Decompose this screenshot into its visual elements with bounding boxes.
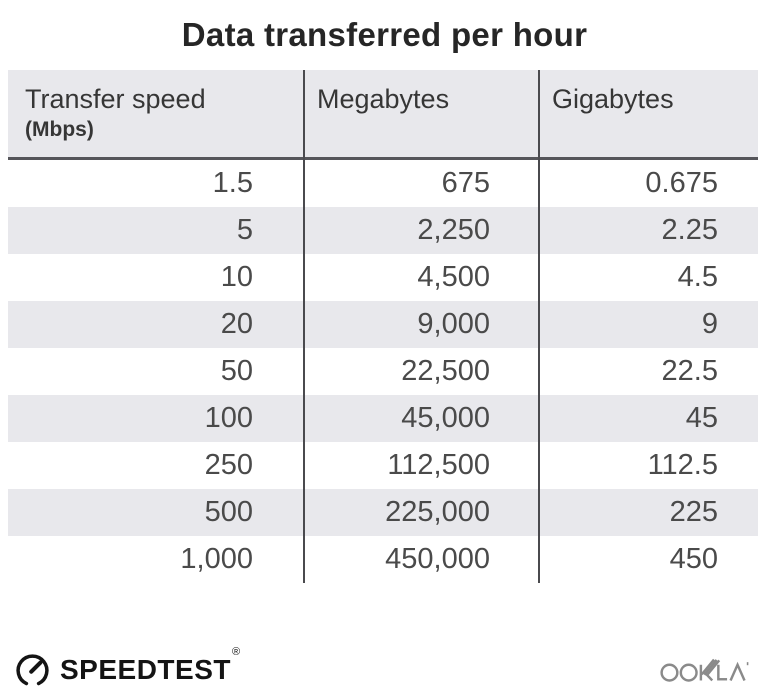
table-row: 10 4,500 4.5 bbox=[8, 254, 758, 301]
speedometer-gauge-icon bbox=[16, 653, 49, 685]
table-row: 50 22,500 22.5 bbox=[8, 348, 758, 395]
speed-cell: 50 bbox=[220, 355, 253, 387]
table-header-row: Transfer speed (Mbps) Megabytes Gigabyte… bbox=[8, 70, 758, 160]
megabytes-cell: 112,500 bbox=[387, 449, 490, 481]
megabytes-cell: 225,000 bbox=[385, 496, 490, 528]
speed-cell: 20 bbox=[220, 308, 253, 340]
speed-cell: 5 bbox=[236, 214, 253, 246]
gigabytes-cell: 0.675 bbox=[645, 167, 718, 199]
speed-cell: 10 bbox=[220, 261, 253, 293]
table-row: 100 45,000 45 bbox=[8, 395, 758, 442]
gigabytes-cell: 225 bbox=[669, 496, 718, 528]
gigabytes-cell: 112.5 bbox=[647, 449, 718, 481]
megabytes-cell: 2,250 bbox=[417, 214, 490, 246]
table-row: 5 2,250 2.25 bbox=[8, 207, 758, 254]
table-row: 500 225,000 225 bbox=[8, 489, 758, 536]
header-label: Transfer speed bbox=[25, 84, 206, 114]
gigabytes-cell: 9 bbox=[701, 308, 718, 340]
megabytes-cell: 4,500 bbox=[417, 261, 490, 293]
speed-cell: 100 bbox=[204, 402, 253, 434]
gigabytes-cell: 22.5 bbox=[661, 355, 718, 387]
gigabytes-cell: 450 bbox=[669, 543, 718, 575]
megabytes-cell: 22,500 bbox=[401, 355, 490, 387]
header-megabytes: Megabytes bbox=[303, 70, 538, 157]
column-divider-1 bbox=[303, 70, 305, 583]
megabytes-cell: 45,000 bbox=[401, 402, 490, 434]
header-gigabytes: Gigabytes bbox=[538, 70, 758, 157]
speed-cell: 1.5 bbox=[212, 167, 253, 199]
megabytes-cell: 675 bbox=[441, 167, 490, 199]
table-row: 20 9,000 9 bbox=[8, 301, 758, 348]
table-row: 1,000 450,000 450 bbox=[8, 536, 758, 583]
megabytes-cell: 9,000 bbox=[417, 308, 490, 340]
data-table: Transfer speed (Mbps) Megabytes Gigabyte… bbox=[8, 70, 758, 583]
gigabytes-cell: 2.25 bbox=[661, 214, 718, 246]
table-row: 1.5 675 0.675 bbox=[8, 160, 758, 207]
registered-trademark-symbol: ® bbox=[231, 646, 241, 658]
page-title: Data transferred per hour bbox=[181, 16, 588, 53]
footer: SPEEDTEST® bbox=[14, 646, 755, 692]
table-row: 250 112,500 112.5 bbox=[8, 442, 758, 489]
header-unit-label: (Mbps) bbox=[25, 117, 94, 141]
speedtest-wordmark: SPEEDTEST® bbox=[60, 646, 241, 685]
column-divider-2 bbox=[538, 70, 540, 583]
speedtest-logo: SPEEDTEST® bbox=[14, 646, 241, 689]
header-transfer-speed: Transfer speed (Mbps) bbox=[8, 70, 303, 157]
gigabytes-cell: 45 bbox=[685, 402, 718, 434]
speed-cell: 250 bbox=[204, 449, 253, 481]
megabytes-cell: 450,000 bbox=[385, 543, 490, 575]
speed-cell: 1,000 bbox=[180, 543, 253, 575]
ookla-wordmark bbox=[660, 658, 749, 682]
speed-cell: 500 bbox=[204, 496, 253, 528]
gigabytes-cell: 4.5 bbox=[677, 261, 718, 293]
header-label: Megabytes bbox=[317, 84, 450, 114]
table-body: 1.5 675 0.675 5 2,250 2.25 10 4,500 4.5 20 9,000 9 5… bbox=[8, 160, 758, 583]
header-label: Gigabytes bbox=[552, 84, 674, 114]
